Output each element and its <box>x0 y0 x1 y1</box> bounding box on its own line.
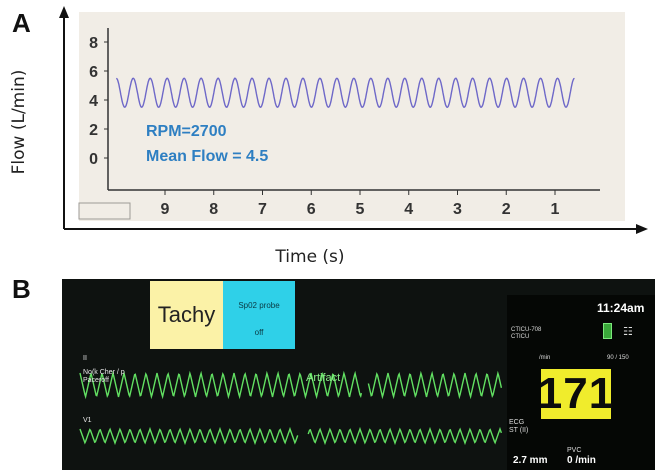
bed-label-line2: CTICU <box>511 334 530 340</box>
spo2-alarm-line1: Sp02 probe <box>238 301 280 310</box>
x-tick-label: 1 <box>551 201 560 218</box>
y-tick-label: 0 <box>89 151 98 168</box>
x-axis-label: Time (s) <box>275 247 345 267</box>
panel-b-letter: B <box>12 274 31 304</box>
x-tick-label: 9 <box>161 201 170 218</box>
tachy-alarm: Tachy <box>150 281 223 349</box>
ecg-traces <box>79 370 503 446</box>
heart-rate-value: 171 <box>537 369 615 419</box>
hr-unit: /min <box>539 355 551 361</box>
rpm-annotation: RPM=2700 <box>146 123 227 140</box>
monitor-time: 11:24am <box>597 301 645 315</box>
x-tick-label: 7 <box>258 201 267 218</box>
x-tick-label: 4 <box>404 201 413 218</box>
ecg-lead-ii-trace <box>79 370 363 400</box>
flow-chart: 0 2 4 6 8 9 8 7 6 5 4 3 2 1 <box>59 6 648 234</box>
flow-series-line <box>115 77 575 109</box>
lead-ii-label: II <box>83 355 87 362</box>
st-value: 2.7 mm <box>513 455 548 466</box>
spo2-probe-alarm: Sp02 probe off <box>223 281 295 349</box>
battery-icon <box>603 323 612 339</box>
y-tick-label: 6 <box>89 64 98 81</box>
y-tick-label: 8 <box>89 35 98 52</box>
ecg-lead-ii-trace <box>367 370 503 400</box>
x-tick-label: 8 <box>209 201 218 218</box>
network-icon: ☷ <box>623 325 633 338</box>
y-tick-label: 4 <box>89 93 98 110</box>
mean-flow-annotation: Mean Flow = 4.5 <box>146 148 269 165</box>
pvc-label: PVC <box>567 447 582 454</box>
x-tick-label: 5 <box>356 201 365 218</box>
panel-a-letter: A <box>12 8 31 38</box>
x-tick-label: 6 <box>307 201 316 218</box>
hr-limits: 90 / 150 <box>607 355 629 361</box>
no-lead-note: No(k Cher / p Paceroff <box>83 369 125 384</box>
y-tick-label: 2 <box>89 122 98 139</box>
chart-series <box>115 77 575 109</box>
pvc-value: 0 /min <box>567 455 596 466</box>
ecg-label: ECG ST (II) <box>509 419 529 434</box>
vitals-panel: 11:24am CTICU-708 CTICU ☷ /min 90 / 150 … <box>507 295 655 470</box>
chart-paper <box>79 12 625 221</box>
x-tick-label: 2 <box>502 201 511 218</box>
paper-corner-mark <box>78 202 131 220</box>
bed-label-line1: CTICU-708 <box>511 327 542 333</box>
st-label: ST (II) <box>509 427 529 434</box>
patient-monitor-photo: Tachy Sp02 probe off II No(k Cher / p Pa… <box>62 279 655 470</box>
y-axis-arrow <box>59 6 69 18</box>
lead-v1-label: V1 <box>83 417 92 424</box>
ecg-lead-v1-trace <box>307 426 503 446</box>
x-axis-arrow <box>636 224 648 234</box>
ecg-lead-v1-trace <box>79 426 299 446</box>
chart-ticks: 0 2 4 6 8 9 8 7 6 5 4 3 2 1 <box>89 35 559 218</box>
hr-header: /min 90 / 150 <box>507 353 655 365</box>
spo2-alarm-line2: off <box>254 328 264 337</box>
bed-label: CTICU-708 CTICU <box>511 327 541 341</box>
artifact-label: Artifact <box>306 372 341 384</box>
x-tick-label: 3 <box>453 201 462 218</box>
chart-axes <box>59 6 648 234</box>
